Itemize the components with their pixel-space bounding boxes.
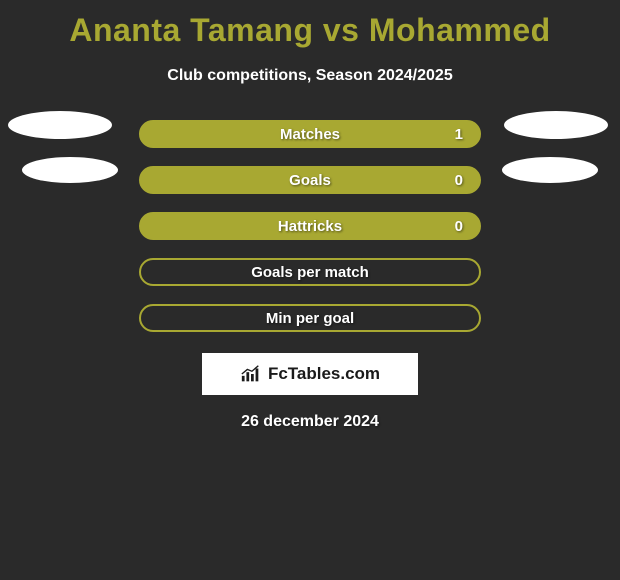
stat-row: Hattricks 0 xyxy=(0,203,620,249)
chart-icon xyxy=(240,364,262,384)
stat-row: Goals 0 xyxy=(0,157,620,203)
date-text: 26 december 2024 xyxy=(0,413,620,431)
stat-label: Goals per match xyxy=(251,264,369,281)
page-title: Ananta Tamang vs Mohammed xyxy=(0,0,620,49)
stat-bar-goals-per-match: Goals per match xyxy=(139,258,481,286)
stat-bar-matches: Matches 1 xyxy=(139,120,481,148)
stat-row: Matches 1 xyxy=(0,111,620,157)
brand-box[interactable]: FcTables.com xyxy=(202,353,418,395)
stat-bar-min-per-goal: Min per goal xyxy=(139,304,481,332)
stat-row: Min per goal xyxy=(0,295,620,341)
stat-bar-hattricks: Hattricks 0 xyxy=(139,212,481,240)
stat-label: Matches xyxy=(280,126,340,143)
stat-value: 1 xyxy=(455,126,463,143)
stat-label: Hattricks xyxy=(278,218,342,235)
stat-label: Min per goal xyxy=(266,310,354,327)
stat-value: 0 xyxy=(455,172,463,189)
stat-row: Goals per match xyxy=(0,249,620,295)
stat-bar-goals: Goals 0 xyxy=(139,166,481,194)
brand-text: FcTables.com xyxy=(268,364,380,384)
stat-label: Goals xyxy=(289,172,331,189)
stat-value: 0 xyxy=(455,218,463,235)
stats-container: Matches 1 Goals 0 Hattricks 0 Goals per … xyxy=(0,111,620,341)
season-subtitle: Club competitions, Season 2024/2025 xyxy=(0,67,620,85)
